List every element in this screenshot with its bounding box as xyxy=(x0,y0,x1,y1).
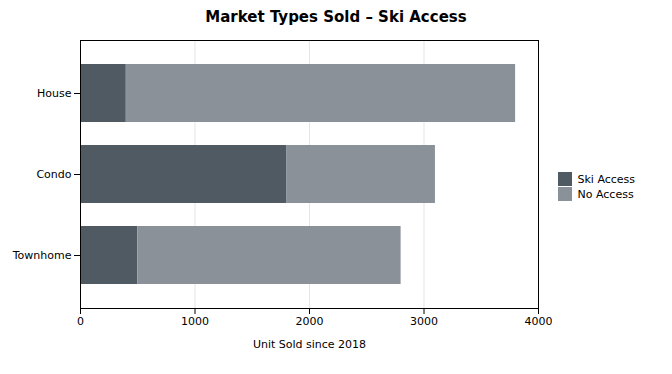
svg-text:Condo: Condo xyxy=(36,168,71,181)
svg-text:House: House xyxy=(37,87,72,100)
svg-text:0: 0 xyxy=(77,315,84,328)
html-text:Ski Access: Ski Access xyxy=(577,172,636,186)
html-text:No Access: No Access xyxy=(577,187,634,201)
svg-text:3000: 3000 xyxy=(410,315,438,328)
svg-text:1000: 1000 xyxy=(181,315,209,328)
svg-text:Unit Sold since 2018: Unit Sold since 2018 xyxy=(253,338,366,351)
html-text:Market Types Sold – Ski Access: Market Types Sold – Ski Access xyxy=(205,8,467,26)
svg-text:4000: 4000 xyxy=(525,315,553,328)
svg-text:2000: 2000 xyxy=(296,315,324,328)
svg-text:Townhome: Townhome xyxy=(12,249,72,262)
